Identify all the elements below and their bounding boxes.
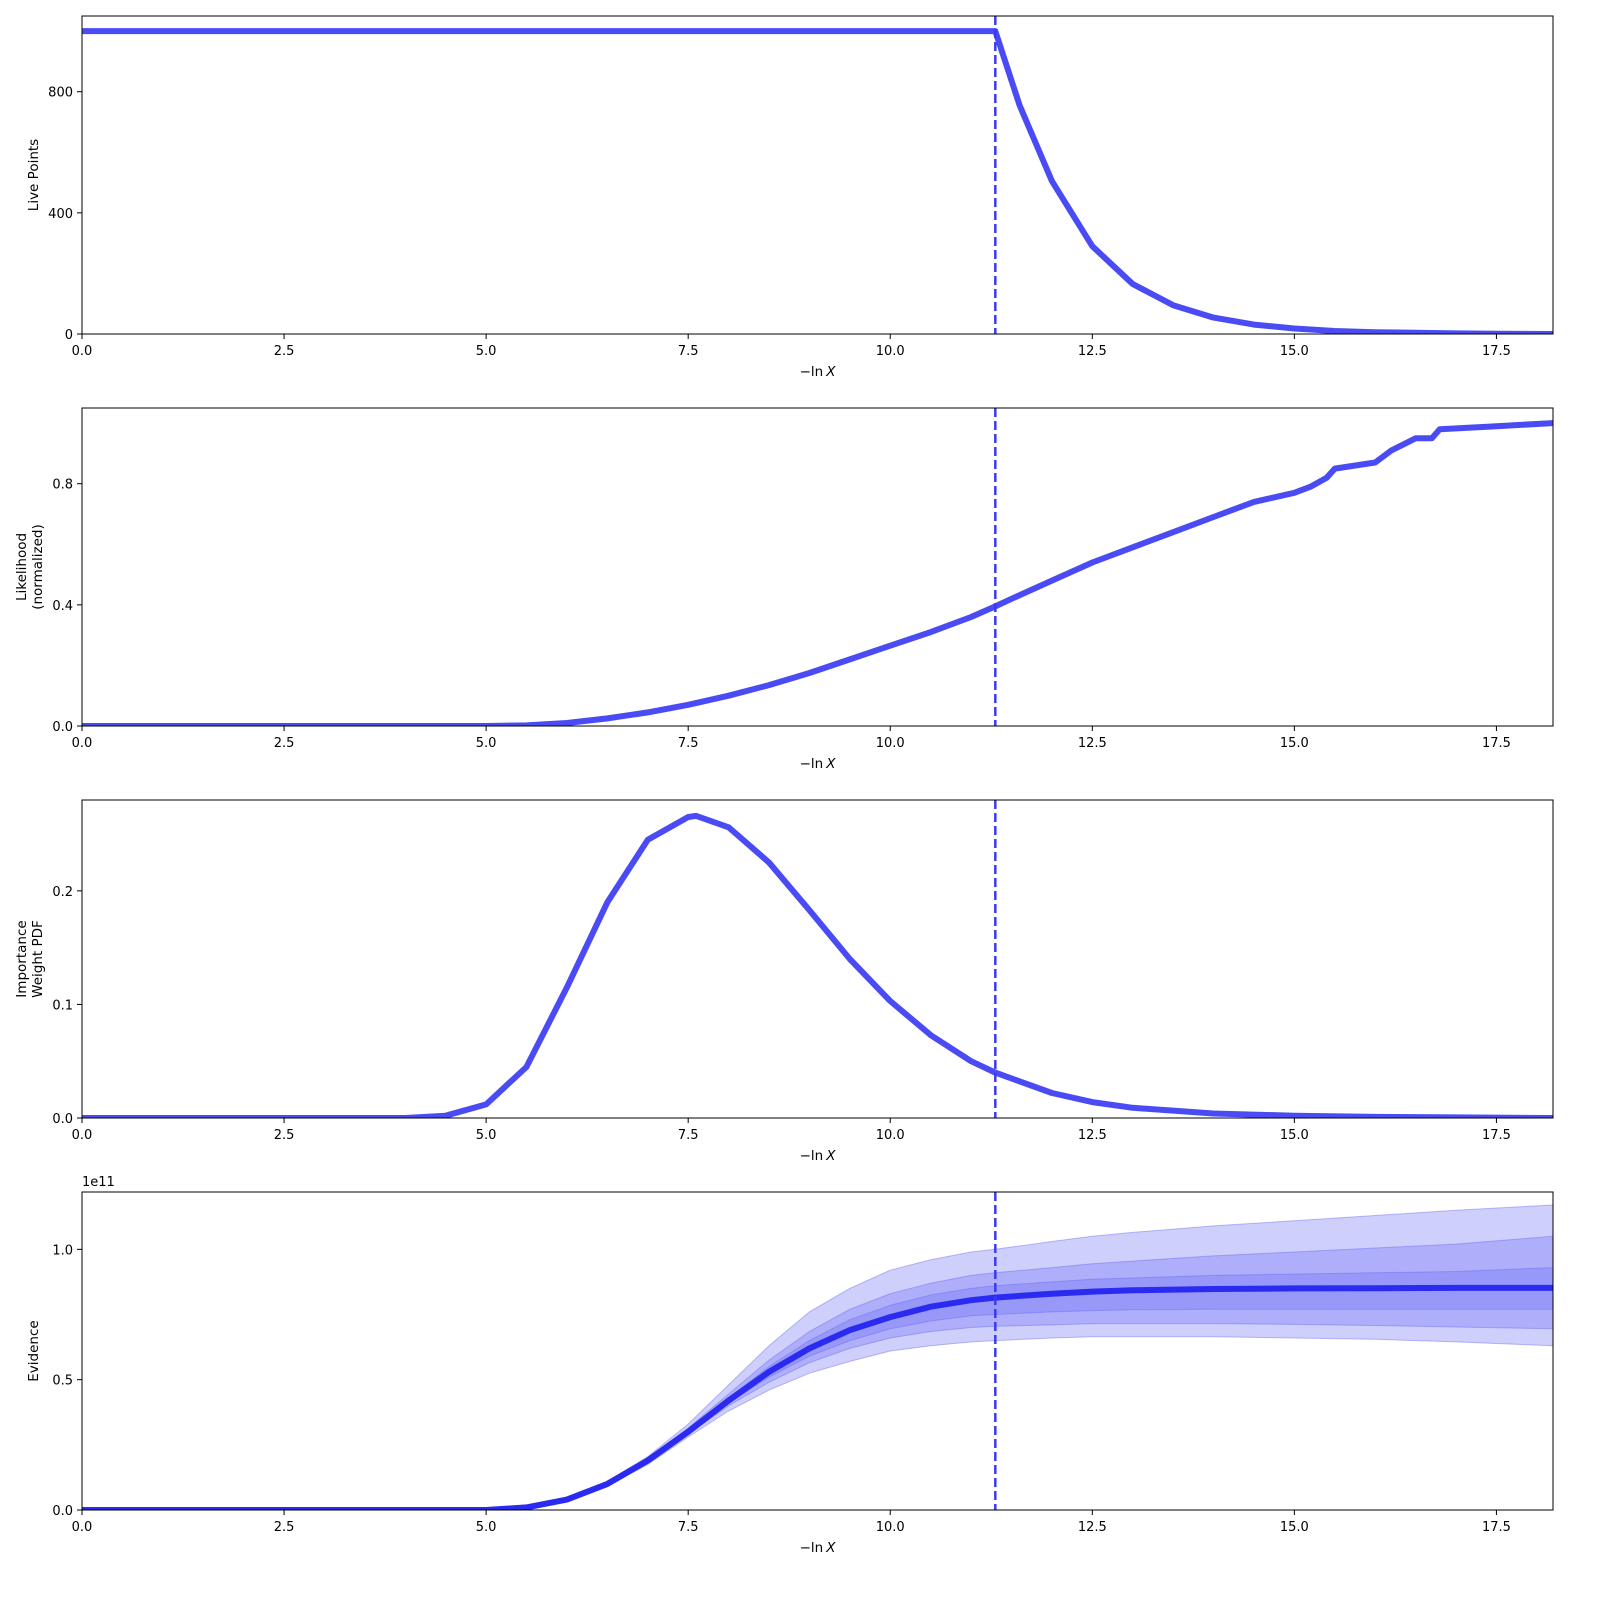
panel-2: 0.0 2.5 5.0 7.5 10.0 12.5 15.0 17.5 0.0 0.4 0.8 −ln…	[14, 407, 1554, 772]
x-axis-title-prefix: −ln	[800, 1540, 824, 1556]
panel-3: 0.0 2.5 5.0 7.5 10.0 12.5 15.0 17.5 0.0 0.1 0.2 −ln…	[14, 799, 1554, 1164]
confidence-band-1	[82, 1204, 1553, 1510]
y-axis-title-line: Importance	[14, 920, 30, 997]
y-tick-label: 0.5	[52, 1374, 73, 1389]
y-tick-label: 0.8	[52, 478, 73, 493]
y-offset-label: 1e11	[82, 1175, 115, 1190]
x-tick-label: 2.5	[274, 1128, 295, 1143]
x-tick-label: 10.0	[876, 344, 905, 359]
y-axis-title: Live Points	[26, 139, 42, 211]
x-tick-label: 10.0	[876, 1128, 905, 1143]
x-tick-label: 0.0	[72, 1128, 93, 1143]
y-tick-label: 0.2	[52, 885, 73, 900]
y-tick-label: 0.0	[52, 720, 73, 735]
x-tick-label: 5.0	[476, 736, 497, 751]
x-axis-title-prefix: −ln	[800, 1148, 824, 1164]
axes-frame	[81, 407, 1554, 727]
y-axis-title-line: Likelihood	[14, 533, 30, 601]
y-tick-label: 0.0	[52, 1504, 73, 1519]
y-tick-label: 0.1	[52, 998, 73, 1013]
x-tick-label: 0.0	[72, 1520, 93, 1535]
x-tick-label: 17.5	[1482, 1128, 1511, 1143]
x-tick-label: 7.5	[678, 1520, 699, 1535]
y-tick-label: 0.4	[52, 599, 73, 614]
x-tick-label: 2.5	[274, 736, 295, 751]
plot-area	[82, 420, 1553, 726]
x-tick-label: 17.5	[1482, 344, 1511, 359]
x-axis-title-variable: X	[825, 756, 836, 772]
confidence-band-2	[82, 1235, 1553, 1510]
y-tick-label: 400	[48, 207, 73, 222]
x-tick-label: 12.5	[1078, 1128, 1107, 1143]
x-axis-title-variable: X	[825, 1148, 836, 1164]
x-tick-label: 5.0	[476, 1128, 497, 1143]
x-tick-label: 2.5	[274, 344, 295, 359]
plot-area	[82, 1204, 1553, 1510]
x-axis-title-prefix: −ln	[800, 364, 824, 380]
y-axis-title-line: Evidence	[26, 1320, 42, 1381]
x-axis-title-variable: X	[825, 1540, 836, 1556]
x-axis-title-prefix: −ln	[800, 756, 824, 772]
series-line-1	[82, 28, 1553, 334]
x-axis-title: −ln X	[800, 756, 837, 772]
x-axis-title: −ln X	[800, 364, 837, 380]
y-axis-title: Evidence	[26, 1320, 42, 1381]
x-tick-label: 0.0	[72, 344, 93, 359]
x-tick-label: 12.5	[1078, 344, 1107, 359]
x-axis-title: −ln X	[800, 1148, 837, 1164]
x-tick-label: 15.0	[1280, 1128, 1309, 1143]
x-tick-label: 12.5	[1078, 1520, 1107, 1535]
x-tick-label: 5.0	[476, 344, 497, 359]
panel-1: 0.0 2.5 5.0 7.5 10.0 12.5 15.0 17.5 0 400 800 −ln X L…	[26, 15, 1554, 380]
axes-frame	[81, 15, 1554, 335]
x-tick-label: 17.5	[1482, 736, 1511, 751]
y-tick-label: 800	[48, 86, 73, 101]
series-line-1	[82, 420, 1553, 726]
x-tick-label: 2.5	[274, 1520, 295, 1535]
y-axis-title-line: (normalized)	[30, 524, 46, 610]
y-axis-title-line: Live Points	[26, 139, 42, 211]
x-tick-label: 10.0	[876, 1520, 905, 1535]
x-tick-label: 15.0	[1280, 736, 1309, 751]
x-tick-label: 10.0	[876, 736, 905, 751]
y-axis-title: ImportanceWeight PDF	[14, 920, 46, 998]
plot-area	[82, 812, 1553, 1118]
x-axis-title-variable: X	[825, 364, 836, 380]
y-axis-title: Likelihood(normalized)	[14, 524, 46, 610]
axes-frame	[81, 1191, 1554, 1511]
series-line-1	[82, 812, 1553, 1118]
x-tick-label: 7.5	[678, 344, 699, 359]
evidence-median-line	[82, 1284, 1553, 1510]
panel-4: 0.0 2.5 5.0 7.5 10.0 12.5 15.0 17.5 0.0 0.5 1.0 −ln…	[26, 1175, 1554, 1556]
x-tick-label: 0.0	[72, 736, 93, 751]
y-tick-label: 0.0	[52, 1112, 73, 1127]
plot-area	[82, 28, 1553, 334]
x-tick-label: 15.0	[1280, 1520, 1309, 1535]
x-tick-label: 7.5	[678, 736, 699, 751]
x-tick-label: 15.0	[1280, 344, 1309, 359]
x-tick-label: 17.5	[1482, 1520, 1511, 1535]
y-axis-title-line: Weight PDF	[30, 920, 46, 998]
x-tick-label: 12.5	[1078, 736, 1107, 751]
axes-frame	[81, 799, 1554, 1119]
confidence-band-3	[82, 1267, 1553, 1510]
y-tick-label: 0	[65, 328, 73, 343]
x-tick-label: 7.5	[678, 1128, 699, 1143]
x-tick-label: 5.0	[476, 1520, 497, 1535]
y-tick-label: 1.0	[52, 1243, 73, 1258]
x-axis-title: −ln X	[800, 1540, 837, 1556]
